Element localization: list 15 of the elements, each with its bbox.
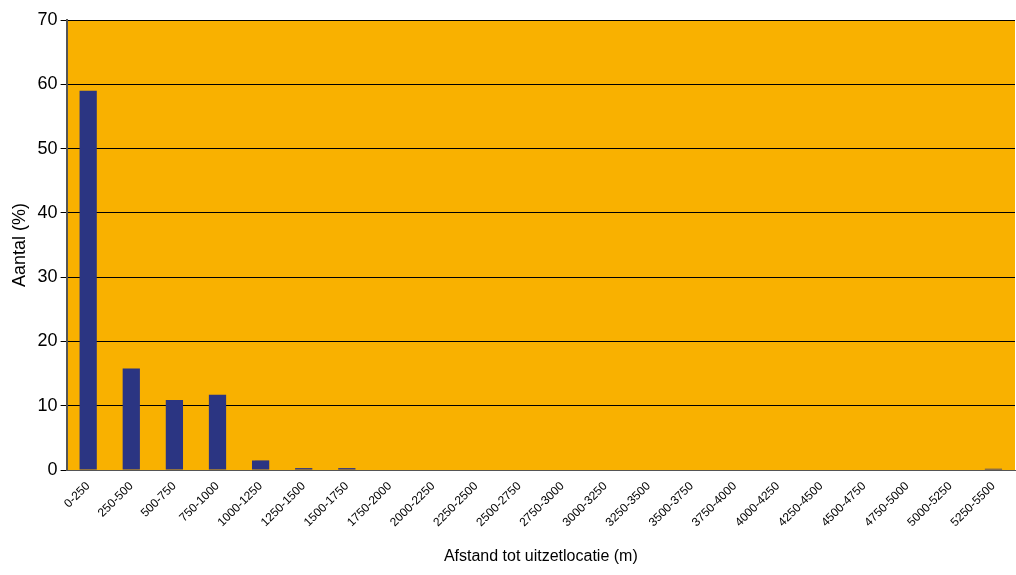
y-tick-label: 10	[37, 394, 58, 415]
y-tick-label: 50	[37, 137, 58, 158]
bar	[251, 460, 270, 470]
y-tick-label: 60	[37, 73, 58, 94]
y-tick-label: 30	[37, 266, 58, 287]
y-tick-label: 0	[47, 459, 58, 480]
bar	[122, 368, 140, 470]
y-axis-title: Aantal (%)	[8, 203, 29, 288]
bar	[165, 399, 184, 470]
x-axis-title: Afstand tot uitzetlocatie (m)	[443, 546, 638, 564]
y-tick-label: 20	[37, 330, 58, 351]
bar	[208, 394, 227, 470]
bar	[79, 90, 97, 470]
y-tick-label: 40	[37, 201, 58, 222]
y-tick-label: 70	[37, 8, 58, 29]
